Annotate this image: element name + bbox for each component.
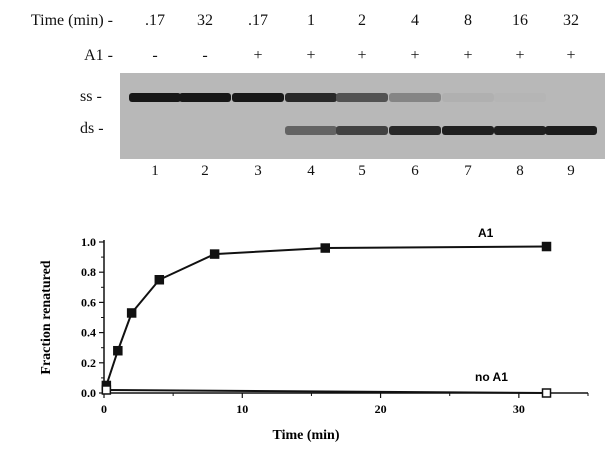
- series-0-point-2: [126, 308, 137, 318]
- series-0-point-4: [209, 249, 220, 259]
- time-cell-8: 16: [512, 12, 528, 29]
- series-line-1: [106, 388, 547, 394]
- time-cell-2: 32: [197, 12, 213, 29]
- lane-number-8: 8: [516, 163, 524, 179]
- a1-cell-5: +: [357, 47, 367, 64]
- ds-band-lane-8: [494, 126, 546, 135]
- x-tick-label-2: 20: [375, 402, 387, 416]
- ss-band-lane-4: [285, 93, 337, 102]
- time-cell-7: 8: [464, 12, 472, 29]
- series-label-no-a1: no A1: [475, 370, 508, 384]
- series-0-point-3: [154, 275, 165, 285]
- a1-cell-1: -: [152, 47, 158, 64]
- y-tick-label-3: 0.6: [81, 295, 96, 309]
- ss-band-lane-7: [442, 93, 494, 102]
- y-axis-label: Fraction renatured: [39, 260, 54, 374]
- y-tick-label-5: 1.0: [81, 235, 96, 249]
- ds-band-lane-7: [442, 126, 494, 135]
- series-label-a1: A1: [478, 226, 494, 240]
- a1-cell-3: +: [253, 47, 263, 64]
- y-tick-label-4: 0.8: [81, 265, 96, 279]
- series-0-point-6: [541, 241, 552, 252]
- lane-number-3: 3: [254, 163, 262, 179]
- y-tick-label-1: 0.2: [81, 356, 96, 370]
- a1-cell-9: +: [566, 47, 576, 64]
- a1-cell-2: -: [202, 47, 208, 64]
- a1-cell-4: +: [306, 47, 316, 64]
- ss-band-lane-8: [494, 93, 546, 102]
- series-1-point-1: [541, 388, 552, 398]
- y-tick-label-2: 0.4: [81, 326, 96, 340]
- renaturation-chart: 0.0 0.2 0.4 0.6 0.8 1.0 0 10 20 30 Time (min) Fract…: [39, 226, 589, 443]
- lane-number-2: 2: [201, 163, 209, 179]
- lane-number-5: 5: [358, 163, 366, 179]
- ss-band-lane-6: [389, 93, 441, 102]
- lane-number-9: 9: [567, 163, 575, 179]
- series-1-point-0: [101, 385, 112, 395]
- ss-band-label: ss -: [80, 88, 102, 105]
- lane-number-4: 4: [307, 163, 315, 179]
- lane-number-1: 1: [151, 163, 159, 179]
- x-axis-label: Time (min): [272, 428, 339, 443]
- x-tick-label-1: 10: [236, 402, 248, 416]
- time-row-label: Time (min) -: [30, 12, 113, 29]
- time-cell-9: 32: [563, 12, 579, 29]
- time-cell-4: 1: [307, 12, 315, 29]
- x-tick-label-0: 0: [101, 402, 107, 416]
- ss-band-lane-3: [232, 93, 284, 102]
- x-tick-label-3: 30: [513, 402, 525, 416]
- lane-number-6: 6: [411, 163, 419, 179]
- a1-cell-8: +: [515, 47, 525, 64]
- series-0-point-1: [113, 345, 123, 356]
- ss-band-lane-1: [129, 93, 181, 102]
- time-cell-1: .17: [145, 12, 165, 29]
- ds-band-label: ds -: [80, 120, 104, 137]
- time-cell-3: .17: [248, 12, 268, 29]
- ds-band-lane-6: [389, 126, 441, 135]
- gel-bands: [120, 73, 605, 159]
- time-cell-5: 2: [358, 12, 366, 29]
- a1-cell-6: +: [410, 47, 420, 64]
- a1-cell-7: +: [463, 47, 473, 64]
- ds-band-lane-5: [336, 126, 388, 135]
- ss-band-lane-5: [336, 93, 388, 102]
- y-tick-label-0: 0.0: [81, 386, 96, 400]
- series-0-point-5: [320, 243, 331, 253]
- lane-number-7: 7: [464, 163, 472, 179]
- ds-band-lane-4: [285, 126, 337, 135]
- a1-row-label: A1 -: [84, 47, 113, 64]
- ds-band-lane-9: [545, 126, 597, 135]
- time-cell-6: 4: [411, 12, 419, 29]
- gel-image: [120, 73, 605, 159]
- ss-band-lane-2: [179, 93, 231, 102]
- series-line-0: [105, 245, 547, 386]
